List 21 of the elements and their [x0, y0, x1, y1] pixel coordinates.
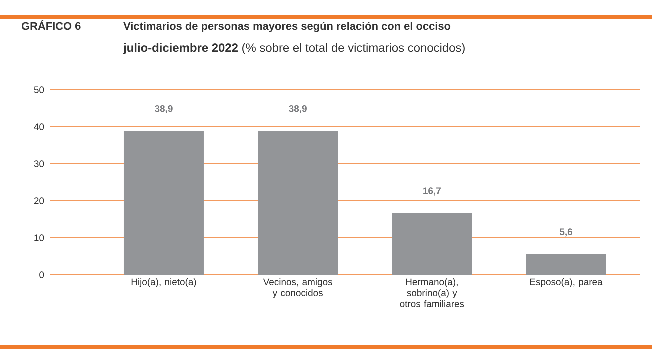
y-tick-label: 0	[40, 272, 44, 278]
y-tick-label: 20	[34, 198, 44, 204]
text: GRÁFICO 6	[22, 20, 81, 30]
bar	[258, 131, 338, 275]
chart-subtitle: julio-diciembre 2022 (% sobre el total de victimarios conocidos)	[123, 43, 465, 54]
bar	[392, 213, 472, 275]
data-label: 5,6	[560, 228, 572, 237]
y-tick-label: 40	[34, 124, 44, 130]
x-tick-label: Hermano(a), sobrino(a) y otros familiares	[400, 278, 464, 308]
x-tick-label: Vecinos, amigos y conocidos	[263, 278, 332, 298]
x-tick-label: Hijo(a), nieto(a)	[132, 278, 196, 288]
data-label: 16,7	[424, 188, 441, 196]
bar	[526, 254, 606, 275]
chart-title: Victimarios de personas mayores según relación con el occiso	[124, 22, 451, 32]
data-label: 38,9	[289, 105, 307, 114]
bar	[124, 131, 204, 275]
y-tick-label: 50	[34, 86, 44, 94]
y-tick-label: 10	[34, 234, 44, 242]
data-label: 38,9	[154, 105, 173, 114]
y-tick-label: 30	[34, 160, 44, 168]
x-tick-label: Esposo(a), parea	[530, 278, 603, 288]
